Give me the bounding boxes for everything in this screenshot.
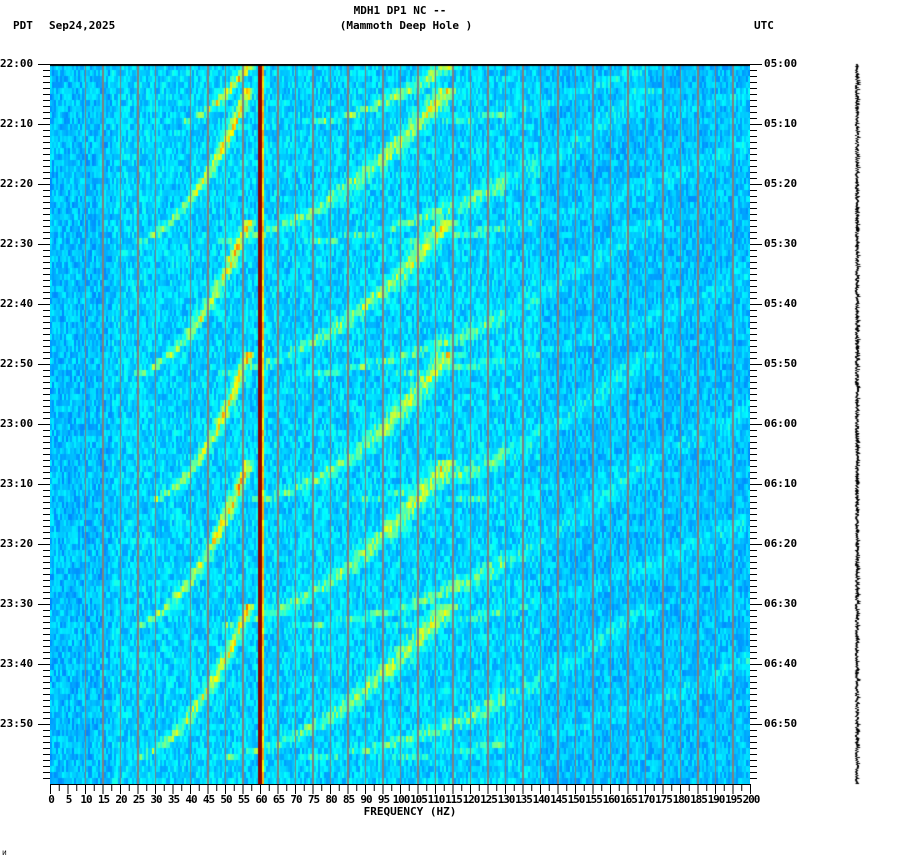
x-tick: 95 xyxy=(377,793,390,806)
left-timezone-label: PDT xyxy=(13,19,33,32)
x-tick: 75 xyxy=(307,793,320,806)
seismogram-trace xyxy=(840,60,880,790)
x-tick: 30 xyxy=(150,793,162,806)
y-tick-left: 23:40 xyxy=(0,657,34,670)
x-tick: 140 xyxy=(532,793,551,806)
y-tick-left: 23:20 xyxy=(0,537,34,550)
x-tick: 165 xyxy=(620,793,638,806)
x-tick: 5 xyxy=(65,793,73,806)
spectrogram-plot xyxy=(50,64,750,784)
y-tick-left: 22:50 xyxy=(0,357,34,370)
y-tick-right: 06:40 xyxy=(764,657,798,670)
x-tick: 150 xyxy=(567,793,586,806)
x-tick: 10 xyxy=(80,793,92,806)
x-tick: 0 xyxy=(48,793,55,806)
x-axis-title: FREQUENCY (HZ) xyxy=(363,805,457,818)
x-tick: 35 xyxy=(167,793,180,806)
x-tick: 160 xyxy=(602,793,621,806)
x-tick: 100 xyxy=(392,793,411,806)
x-tick: 105 xyxy=(410,793,428,806)
y-tick-right: 05:00 xyxy=(764,57,798,70)
y-tick-right: 06:30 xyxy=(764,597,798,610)
x-tick: 185 xyxy=(690,793,708,806)
x-tick: 200 xyxy=(742,793,761,806)
y-tick-left: 23:30 xyxy=(0,597,34,610)
x-tick: 85 xyxy=(342,793,355,806)
x-tick: 125 xyxy=(480,793,498,806)
x-tick: 20 xyxy=(115,793,127,806)
y-tick-right: 05:20 xyxy=(764,177,798,190)
x-tick: 170 xyxy=(637,793,656,806)
footer-mark: ᴎ xyxy=(2,848,7,857)
x-tick: 55 xyxy=(237,793,250,806)
y-tick-left: 22:10 xyxy=(0,117,34,130)
x-tick: 175 xyxy=(655,793,673,806)
x-tick: 45 xyxy=(202,793,215,806)
y-tick-left: 22:00 xyxy=(0,57,34,70)
x-tick: 60 xyxy=(255,793,267,806)
x-tick: 135 xyxy=(515,793,533,806)
station-location: (Mammoth Deep Hole ) xyxy=(339,19,473,32)
y-tick-left: 22:20 xyxy=(0,177,34,190)
y-tick-left: 23:00 xyxy=(0,417,34,430)
y-tick-right: 05:50 xyxy=(764,357,798,370)
x-tick: 180 xyxy=(672,793,691,806)
x-tick: 115 xyxy=(445,793,463,806)
x-tick: 50 xyxy=(220,793,232,806)
x-tick: 25 xyxy=(132,793,145,806)
y-tick-left: 23:50 xyxy=(0,717,34,730)
y-tick-left: 22:30 xyxy=(0,237,34,250)
y-tick-right: 06:10 xyxy=(764,477,798,490)
x-tick: 195 xyxy=(725,793,743,806)
y-tick-right: 05:40 xyxy=(764,297,798,310)
x-tick: 80 xyxy=(325,793,337,806)
y-tick-left: 23:10 xyxy=(0,477,34,490)
x-tick: 90 xyxy=(360,793,372,806)
y-tick-right: 05:30 xyxy=(764,237,798,250)
y-tick-right: 05:10 xyxy=(764,117,798,130)
x-tick: 70 xyxy=(290,793,302,806)
x-tick: 155 xyxy=(585,793,603,806)
x-tick: 40 xyxy=(185,793,197,806)
x-tick: 65 xyxy=(272,793,285,806)
x-tick: 15 xyxy=(97,793,110,806)
x-tick: 110 xyxy=(427,793,446,806)
station-title: MDH1 DP1 NC -- xyxy=(353,4,447,17)
y-tick-left: 22:40 xyxy=(0,297,34,310)
date-label: Sep24,2025 xyxy=(49,19,116,32)
y-tick-right: 06:50 xyxy=(764,717,798,730)
y-tick-right: 06:20 xyxy=(764,537,798,550)
right-timezone-label: UTC xyxy=(754,19,774,32)
x-tick: 145 xyxy=(550,793,568,806)
x-tick: 130 xyxy=(497,793,516,806)
x-tick: 120 xyxy=(462,793,481,806)
y-tick-right: 06:00 xyxy=(764,417,798,430)
x-tick: 190 xyxy=(707,793,726,806)
